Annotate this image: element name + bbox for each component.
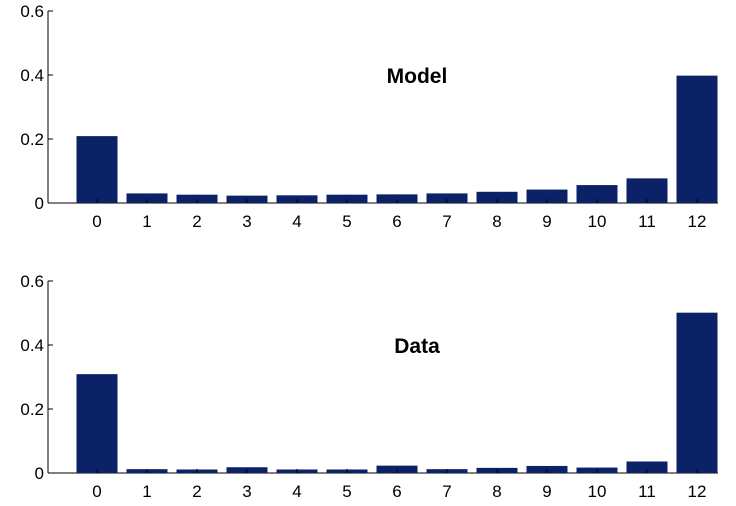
model-x-tick-label: 7 [442,212,451,231]
model-y-tick-label: 0.2 [20,130,44,149]
model-x-tick-label: 5 [342,212,351,231]
model-bar-9 [526,189,568,203]
data-x-tick-label: 5 [342,482,351,501]
data-y-tick-label: 0.6 [20,272,44,291]
data-x-tick-label: 3 [242,482,251,501]
data-x-tick-label: 12 [688,482,707,501]
data-x-tick-label: 0 [92,482,101,501]
model-bar-0 [76,136,118,203]
data-panel-title: Data [394,335,440,358]
model-bar-11 [626,178,668,203]
model-bar-5 [326,194,368,203]
data-x-tick-label: 8 [492,482,501,501]
model-bar-12 [676,75,718,203]
data-bar-11 [626,461,668,473]
data-x-tick-label: 7 [442,482,451,501]
model-bar-7 [426,193,468,203]
data-x-tick-label: 4 [292,482,301,501]
model-bar-10 [576,185,618,203]
model-x-tick-label: 9 [542,212,551,231]
data-y-tick-label: 0 [35,464,44,483]
model-bar-2 [176,194,218,203]
model-panel-title: Model [387,65,448,88]
model-x-tick-label: 6 [392,212,401,231]
model-x-tick-label: 12 [688,212,707,231]
model-y-tick-label: 0 [35,194,44,213]
data-bar-0 [76,374,118,473]
model-x-tick-label: 1 [142,212,151,231]
data-x-tick-label: 6 [392,482,401,501]
model-x-tick-label: 11 [638,212,656,231]
data-x-tick-label: 11 [638,482,656,501]
model-y-tick-label: 0.6 [20,2,44,21]
model-y-tick-label: 0.4 [20,66,44,85]
model-x-tick-label: 0 [92,212,101,231]
data-x-tick-label: 1 [142,482,151,501]
data-x-tick-label: 2 [192,482,201,501]
model-bar-8 [476,191,518,203]
model-bar-1 [126,193,168,203]
data-y-tick-label: 0.2 [20,400,44,419]
data-x-tick-label: 10 [588,482,607,501]
data-y-tick-label: 0.4 [20,336,44,355]
model-bar-6 [376,194,418,203]
model-x-tick-label: 3 [242,212,251,231]
data-x-tick-label: 9 [542,482,551,501]
model-x-tick-label: 4 [292,212,301,231]
model-x-tick-label: 10 [588,212,607,231]
model-x-tick-label: 8 [492,212,501,231]
data-bar-12 [676,312,718,473]
model-x-tick-label: 2 [192,212,201,231]
